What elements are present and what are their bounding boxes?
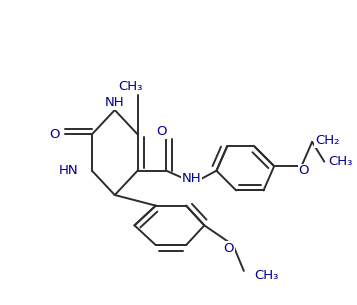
- Text: CH₃: CH₃: [118, 80, 142, 93]
- Text: HN: HN: [59, 164, 78, 177]
- Text: CH₂: CH₂: [315, 134, 340, 147]
- Text: CH₃: CH₃: [255, 269, 279, 282]
- Text: CH₃: CH₃: [328, 155, 353, 168]
- Text: NH: NH: [182, 172, 201, 185]
- Text: O: O: [49, 128, 59, 141]
- Text: O: O: [299, 164, 309, 177]
- Text: NH: NH: [105, 96, 125, 109]
- Text: O: O: [156, 125, 166, 138]
- Text: O: O: [223, 242, 234, 255]
